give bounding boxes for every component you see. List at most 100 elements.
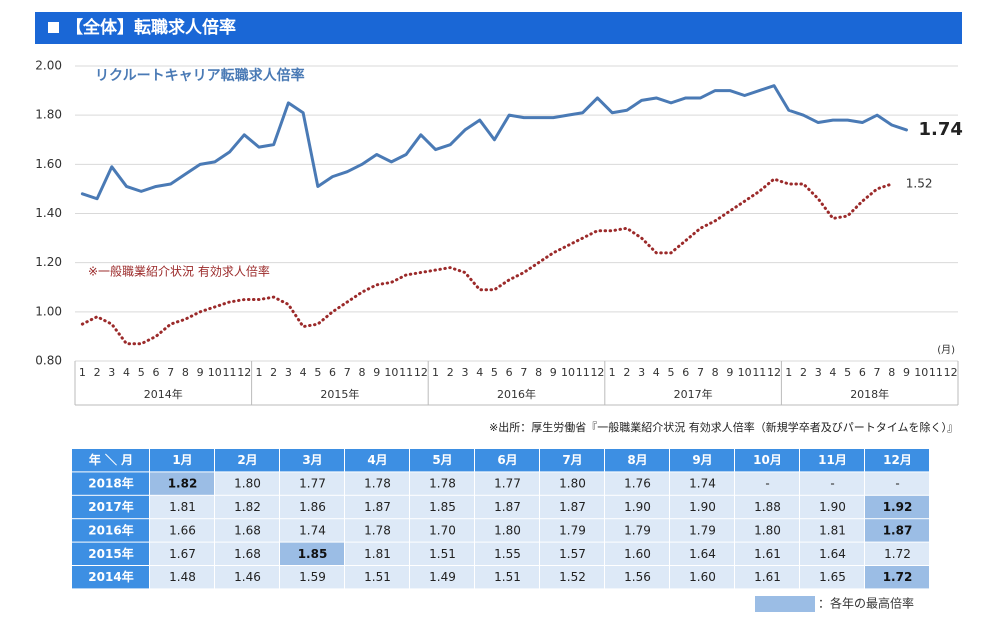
table-value: 1.82 <box>168 477 198 491</box>
table-value: 1.61 <box>754 547 781 561</box>
table-cell <box>345 542 409 565</box>
table-cell <box>72 542 149 565</box>
table-value: 1.79 <box>559 523 586 537</box>
table-cell <box>280 566 344 589</box>
table-header-cell <box>345 449 409 472</box>
table-value: 1.68 <box>234 523 261 537</box>
table-cell <box>540 495 604 519</box>
x-tick-label: 6 <box>506 366 513 379</box>
table-cell <box>670 566 734 589</box>
x-tick-label: 2 <box>94 366 101 379</box>
table-header: 9月 <box>692 453 712 467</box>
table-cell <box>475 495 539 519</box>
table-header-cell <box>150 449 214 472</box>
table-header: 1月 <box>172 453 192 467</box>
x-tick-label: 6 <box>329 366 336 379</box>
table-value: 1.68 <box>234 547 261 561</box>
y-tick-label: 2.00 <box>35 59 62 73</box>
x-tick-label: 10 <box>914 366 928 379</box>
table-cell <box>410 542 474 565</box>
table-value: 1.90 <box>819 500 846 514</box>
table-row-label: 2017年 <box>88 499 133 514</box>
end-label: 1.74 <box>918 119 962 140</box>
table-cell <box>475 542 539 565</box>
table-value: 1.74 <box>689 477 716 491</box>
x-tick-label: 2 <box>623 366 630 379</box>
table-value: 1.64 <box>689 547 716 561</box>
table-header-cell <box>72 449 149 472</box>
table-value: 1.78 <box>364 523 391 537</box>
table-value: 1.85 <box>429 500 456 514</box>
table-cell <box>410 519 474 542</box>
table-header-cell <box>605 449 669 472</box>
x-tick-label: 9 <box>197 366 204 379</box>
y-tick-label: 1.60 <box>35 157 62 171</box>
year-label: 2014年 <box>144 387 183 401</box>
table-cell <box>475 472 539 495</box>
table-cell <box>605 542 669 565</box>
table-value: 1.65 <box>819 570 846 584</box>
x-tick-label: 3 <box>638 366 645 379</box>
end-label: 1.52 <box>906 177 933 191</box>
table-header: 7月 <box>562 453 582 467</box>
table-cell <box>345 472 409 495</box>
x-tick-label: 12 <box>590 366 604 379</box>
table-value: 1.79 <box>689 523 716 537</box>
table-header: 3月 <box>302 453 322 467</box>
table-cell <box>735 495 799 519</box>
table-header-cell <box>800 449 864 472</box>
table-value: 1.72 <box>884 547 911 561</box>
table-cell <box>72 495 149 519</box>
table-header-cell <box>670 449 734 472</box>
table-row-label: 2016年 <box>88 522 133 537</box>
x-tick-label: 1 <box>255 366 262 379</box>
x-tick-label: 7 <box>697 366 704 379</box>
table-cell <box>735 472 799 495</box>
x-tick-label: 3 <box>461 366 468 379</box>
table-value: 1.74 <box>299 523 326 537</box>
table-row-label: 2018年 <box>88 476 133 491</box>
x-tick-label: 7 <box>167 366 174 379</box>
series-line <box>80 177 894 346</box>
table-cell <box>150 566 214 589</box>
x-tick-label: 12 <box>237 366 251 379</box>
table-value: 1.49 <box>429 570 456 584</box>
table-value: 1.57 <box>559 547 586 561</box>
x-tick-label: 8 <box>182 366 189 379</box>
x-tick-label: 11 <box>576 366 590 379</box>
legend-swatch <box>755 596 815 612</box>
table-cell <box>280 495 344 519</box>
table-cell <box>215 519 279 542</box>
table-value: 1.60 <box>689 570 716 584</box>
x-tick-label: 4 <box>653 366 660 379</box>
table-value: 1.80 <box>494 523 521 537</box>
table-header: 2月 <box>237 453 257 467</box>
x-tick-label: 5 <box>314 366 321 379</box>
table-cell <box>735 566 799 589</box>
x-tick-label: 4 <box>300 366 307 379</box>
table-value: 1.87 <box>494 500 521 514</box>
table-cell <box>865 566 929 589</box>
table-header-cell <box>865 449 929 472</box>
x-tick-label: 10 <box>738 366 752 379</box>
y-tick-label: 1.00 <box>35 304 62 318</box>
x-tick-label: 10 <box>208 366 222 379</box>
table-cell <box>670 472 734 495</box>
table-cell <box>150 542 214 565</box>
table-header: 12月 <box>883 453 912 467</box>
table-value: - <box>895 477 899 491</box>
table-cell <box>800 495 864 519</box>
table-cell <box>540 472 604 495</box>
table-value: 1.79 <box>624 523 651 537</box>
x-tick-label: 4 <box>123 366 130 379</box>
table-value: - <box>830 477 834 491</box>
table-header: 4月 <box>367 453 387 467</box>
y-tick-label: 0.80 <box>35 354 62 368</box>
table-value: 1.52 <box>559 570 586 584</box>
table-cell <box>865 519 929 542</box>
x-tick-label: 11 <box>929 366 943 379</box>
table-value: 1.56 <box>624 570 651 584</box>
table-header: 8月 <box>627 453 647 467</box>
table-cell <box>865 495 929 519</box>
